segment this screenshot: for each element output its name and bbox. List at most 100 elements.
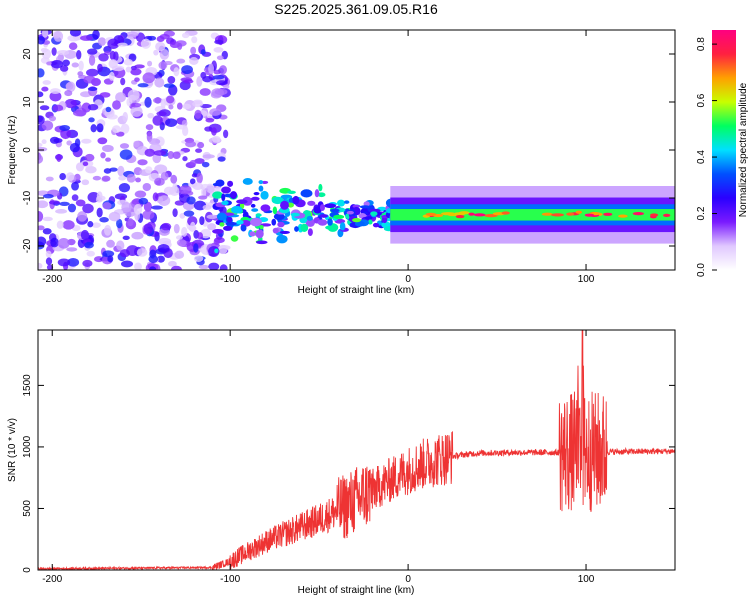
spectrogram-noise-blob bbox=[134, 190, 147, 198]
spectrogram-noise-blob bbox=[211, 135, 221, 143]
spectrogram-noise-blob bbox=[190, 46, 197, 55]
spectrogram-noise-blob bbox=[200, 228, 212, 239]
spectrogram-signal-blob bbox=[287, 190, 296, 194]
spectrogram-noise-blob bbox=[173, 67, 180, 77]
spectrogram-noise-blob bbox=[193, 255, 204, 262]
spectrogram-signal-blob bbox=[258, 180, 264, 185]
spectrogram-noise-blob bbox=[55, 209, 68, 214]
spectrogram-signal-blob bbox=[317, 219, 328, 226]
spectrogram-signal-blob bbox=[314, 189, 320, 198]
spectrogram-noise-blob bbox=[65, 82, 74, 90]
spectrogram-noise-blob bbox=[103, 168, 112, 174]
spectrogram-xlabel: Height of straight line (km) bbox=[298, 285, 415, 296]
spectrogram-noise-blob bbox=[152, 115, 163, 126]
spectrogram-signal-blob bbox=[271, 218, 277, 226]
spectrogram-signal-blob bbox=[363, 201, 370, 207]
spectrogram-noise-blob bbox=[186, 196, 196, 205]
spectrogram-noise-blob bbox=[96, 207, 103, 218]
spectrogram-noise-blob bbox=[106, 114, 118, 120]
spectrogram-noise-blob bbox=[134, 262, 142, 270]
spectrogram-noise-blob bbox=[67, 34, 80, 42]
spectrogram-signal-blob bbox=[230, 235, 239, 242]
spectrogram-signal-blob bbox=[260, 190, 269, 200]
spectrogram-signal-blob bbox=[219, 222, 225, 227]
spectrogram-noise-blob bbox=[85, 166, 97, 174]
spectrogram-noise-blob bbox=[191, 36, 198, 44]
spectrogram-noise-blob bbox=[172, 151, 181, 159]
spectrogram-noise-blob bbox=[189, 178, 196, 185]
spectrogram-noise-blob bbox=[38, 91, 44, 98]
spectrogram-signal-blob bbox=[236, 199, 248, 204]
spectrogram-noise-blob bbox=[116, 240, 125, 251]
spectrogram-signal-blob bbox=[214, 248, 219, 254]
spectrogram-signal-blob bbox=[305, 218, 316, 227]
spectrogram-signal-blob bbox=[276, 234, 288, 244]
spectrogram-noise-blob bbox=[38, 68, 45, 78]
spectrogram-signal-blob bbox=[272, 206, 278, 215]
spectrogram-hot-spot bbox=[473, 213, 486, 217]
spectrogram-noise-blob bbox=[38, 146, 48, 152]
spectrogram-noise-blob bbox=[127, 218, 134, 227]
spectrogram-noise-blob bbox=[65, 172, 75, 182]
spectrogram-noise-blob bbox=[73, 110, 86, 117]
spectrogram-signal-blob bbox=[333, 214, 345, 219]
spectrogram-signal-blob bbox=[225, 221, 237, 226]
spectrogram-noise-blob bbox=[171, 265, 182, 270]
spectrogram-noise-blob bbox=[121, 202, 132, 213]
spectrogram-noise-blob bbox=[167, 75, 176, 84]
spectrogram-noise-blob bbox=[111, 125, 122, 134]
spectrogram-noise-blob bbox=[183, 210, 195, 217]
spectrogram-noise-blob bbox=[96, 123, 104, 133]
spectrogram-hot-spot bbox=[575, 210, 582, 214]
spectrogram-noise-blob bbox=[64, 98, 77, 109]
spectrogram-noise-blob bbox=[102, 250, 115, 258]
spectrogram-noise-blob bbox=[102, 202, 112, 210]
spectrogram-signal-blob bbox=[327, 218, 333, 226]
spectrogram-noise-blob bbox=[130, 105, 143, 117]
spectrogram-noise-blob bbox=[38, 142, 43, 148]
spectrogram-xtick-label: 0 bbox=[405, 274, 411, 285]
spectrogram-noise-blob bbox=[122, 111, 128, 123]
spectrogram-noise-blob bbox=[152, 192, 159, 202]
spectrogram-ytick-label: -10 bbox=[22, 190, 33, 205]
spectrogram-signal-blob bbox=[324, 203, 337, 209]
spectrogram-noise-blob bbox=[120, 77, 126, 86]
spectrogram-signal-blob bbox=[352, 204, 360, 208]
spectrogram-noise-blob bbox=[60, 128, 71, 140]
spectrogram-noise-blob bbox=[43, 194, 54, 199]
spectrogram-noise-blob bbox=[219, 65, 227, 75]
spectrogram-noise-blob bbox=[77, 71, 84, 77]
snr-xtick-label: -100 bbox=[220, 574, 240, 585]
snr-ytick-label: 500 bbox=[22, 500, 33, 517]
spectrogram-signal-blob bbox=[242, 178, 253, 185]
spectrogram-noise-blob bbox=[46, 264, 54, 270]
spectrogram-noise-blob bbox=[71, 62, 79, 68]
spectrogram-noise-blob bbox=[131, 200, 140, 205]
spectrogram-noise-blob bbox=[82, 259, 93, 267]
spectrogram-noise-blob bbox=[76, 50, 82, 60]
spectrogram-signal-blob bbox=[277, 221, 285, 228]
snr-xtick-label: 0 bbox=[405, 574, 411, 585]
spectrogram-signal-blob bbox=[221, 193, 226, 202]
spectrogram-noise-blob bbox=[41, 30, 49, 38]
snr-xtick-label: 100 bbox=[578, 574, 595, 585]
spectrogram-hot-spot bbox=[551, 213, 564, 217]
colorbar-ticks: 0.0 0.2 0.4 0.6 0.8 bbox=[696, 37, 717, 277]
spectrogram-signal-blob bbox=[292, 195, 300, 205]
spectrogram-hot-spot bbox=[441, 212, 456, 216]
spectrogram-noise-blob bbox=[38, 236, 47, 247]
spectrogram-noise-blob bbox=[159, 33, 170, 40]
spectrogram-noise-blob bbox=[57, 258, 71, 267]
spectrogram-noise-blob bbox=[219, 264, 228, 270]
spectrogram-hot-spot bbox=[501, 211, 510, 215]
spectrogram-noise-blob bbox=[56, 153, 62, 162]
figure-title: S225.2025.361.09.05.R16 bbox=[274, 1, 438, 17]
spectrogram-noise-blob bbox=[50, 237, 59, 248]
spectrogram-noise-blob bbox=[166, 95, 175, 104]
spectrogram-noise-blob bbox=[152, 97, 163, 104]
spectrogram-noise-blob bbox=[80, 35, 93, 41]
spectrogram-signal-blob bbox=[307, 228, 313, 237]
spectrogram-noise-blob bbox=[118, 175, 127, 181]
spectrogram-signal-blob bbox=[294, 226, 299, 232]
